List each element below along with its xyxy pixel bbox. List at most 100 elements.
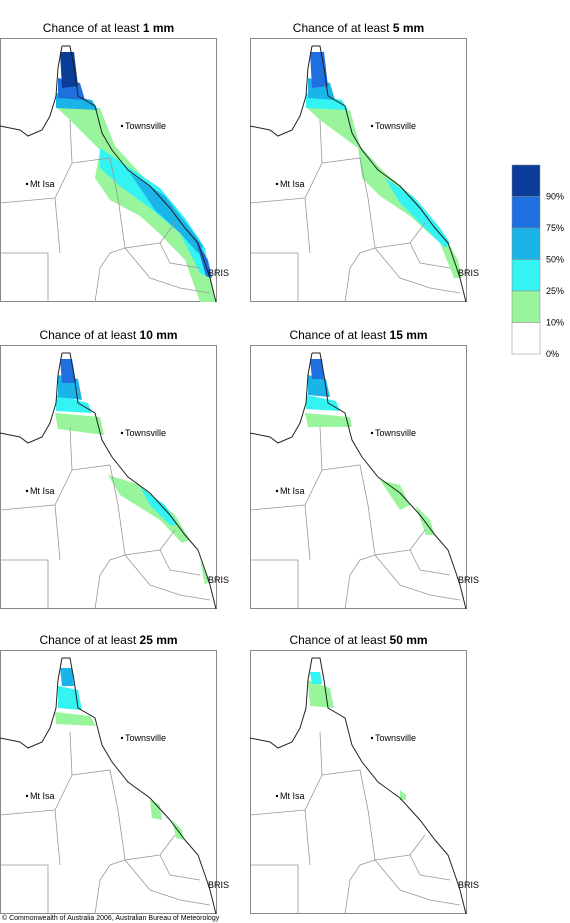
coastline: [0, 657, 63, 749]
coastline: [62, 352, 217, 610]
place-label: BRIS: [208, 880, 229, 890]
town-dot: [275, 182, 279, 186]
coastline: [312, 352, 467, 610]
coastline: [62, 657, 217, 915]
coastline: [249, 45, 313, 137]
map-panel: Townsville Mt Isa BRIS: [249, 650, 479, 915]
place-label: Townsville: [375, 733, 416, 743]
panel-title: Chance of at least 25 mm: [39, 633, 177, 647]
panel-title: Chance of at least 50 mm: [289, 633, 427, 647]
town-dot: [25, 182, 29, 186]
map-panel: Townsville Mt Isa BRIS: [249, 345, 479, 610]
panel-title: Chance of at least 10 mm: [39, 328, 177, 342]
place-label: Mt Isa: [280, 791, 305, 801]
legend-swatch: [511, 196, 541, 229]
rain-area: [100, 148, 210, 278]
rain-area: [55, 712, 96, 726]
town-dot: [25, 489, 29, 493]
panel-title: Chance of at least 5 mm: [293, 21, 424, 35]
panel-frame: [0, 345, 217, 609]
title-prefix: Chance of at least: [289, 328, 386, 342]
panel-title: Chance of at least 1 mm: [43, 21, 174, 35]
title-amount: 5 mm: [393, 21, 424, 35]
coastline: [312, 45, 467, 303]
rain-area: [310, 359, 324, 379]
rain-area: [310, 672, 322, 684]
title-amount: 50 mm: [390, 633, 428, 647]
borders: [0, 119, 211, 303]
legend-label: 90%: [546, 192, 564, 202]
legend-label: 0%: [546, 349, 559, 359]
place-label: BRIS: [458, 575, 479, 585]
rain-area: [56, 395, 92, 413]
town-dot: [370, 736, 374, 740]
rain-area: [55, 106, 216, 302]
borders: [0, 731, 211, 915]
place-label: Mt Isa: [30, 791, 55, 801]
borders: [0, 426, 211, 610]
place-label: Mt Isa: [280, 179, 305, 189]
borders: [249, 731, 461, 915]
coastline: [312, 657, 467, 915]
rain-area: [55, 413, 104, 435]
panel-frame: [250, 345, 467, 609]
title-amount: 25 mm: [140, 633, 178, 647]
rain-area: [305, 413, 352, 427]
title-amount: 1 mm: [143, 21, 174, 35]
town-dot: [370, 124, 374, 128]
town-dot: [25, 794, 29, 798]
rain-area: [130, 173, 203, 253]
coastline: [249, 657, 313, 749]
map-panel: Townsville Mt Isa BRIS: [249, 38, 479, 303]
rain-area: [385, 178, 450, 248]
map-panel: Townsville Mt Isa BRIS: [0, 345, 229, 610]
place-label: Townsville: [125, 733, 166, 743]
town-dot: [120, 431, 124, 435]
legend-label: 50%: [546, 255, 564, 265]
coastline: [249, 352, 313, 444]
footer: © Commonwealth of Australia 2006, Austra…: [2, 914, 220, 922]
legend-label: 10%: [546, 318, 564, 328]
town-dot: [275, 489, 279, 493]
place-label: BRIS: [208, 575, 229, 585]
rain-area: [60, 668, 74, 686]
panel-frame: [250, 650, 467, 914]
title-prefix: Chance of at least: [43, 21, 140, 35]
title-amount: 10 mm: [140, 328, 178, 342]
legend-swatch: [511, 227, 541, 260]
town-dot: [120, 736, 124, 740]
place-label: Townsville: [375, 428, 416, 438]
place-label: Townsville: [375, 121, 416, 131]
panel-frame: [0, 650, 217, 914]
legend-label: 25%: [546, 286, 564, 296]
rain-area: [150, 800, 162, 820]
map-panel: Townsville Mt Isa BRIS: [0, 650, 229, 915]
legend-swatch: [511, 259, 541, 292]
title-prefix: Chance of at least: [39, 633, 136, 647]
place-label: Townsville: [125, 121, 166, 131]
rain-area: [60, 52, 78, 88]
town-dot: [275, 794, 279, 798]
rain-area: [140, 487, 178, 525]
town-dot: [370, 431, 374, 435]
place-label: Mt Isa: [280, 486, 305, 496]
rain-area: [380, 480, 410, 510]
borders: [249, 119, 461, 303]
rain-area: [305, 106, 462, 278]
place-label: BRIS: [458, 880, 479, 890]
title-prefix: Chance of at least: [289, 633, 386, 647]
town-dot: [120, 124, 124, 128]
rain-area: [306, 395, 340, 411]
rain-area: [310, 52, 328, 88]
panel-frame: [250, 38, 467, 302]
borders: [249, 426, 461, 610]
title-prefix: Chance of at least: [39, 328, 136, 342]
legend-swatch: [511, 290, 541, 323]
coastline: [62, 45, 217, 303]
legend-swatch: [511, 164, 541, 197]
coastline: [0, 352, 63, 444]
coastline: [0, 45, 63, 137]
map-panel: Townsville Mt Isa BRIS: [0, 38, 229, 303]
rain-area: [400, 790, 406, 800]
